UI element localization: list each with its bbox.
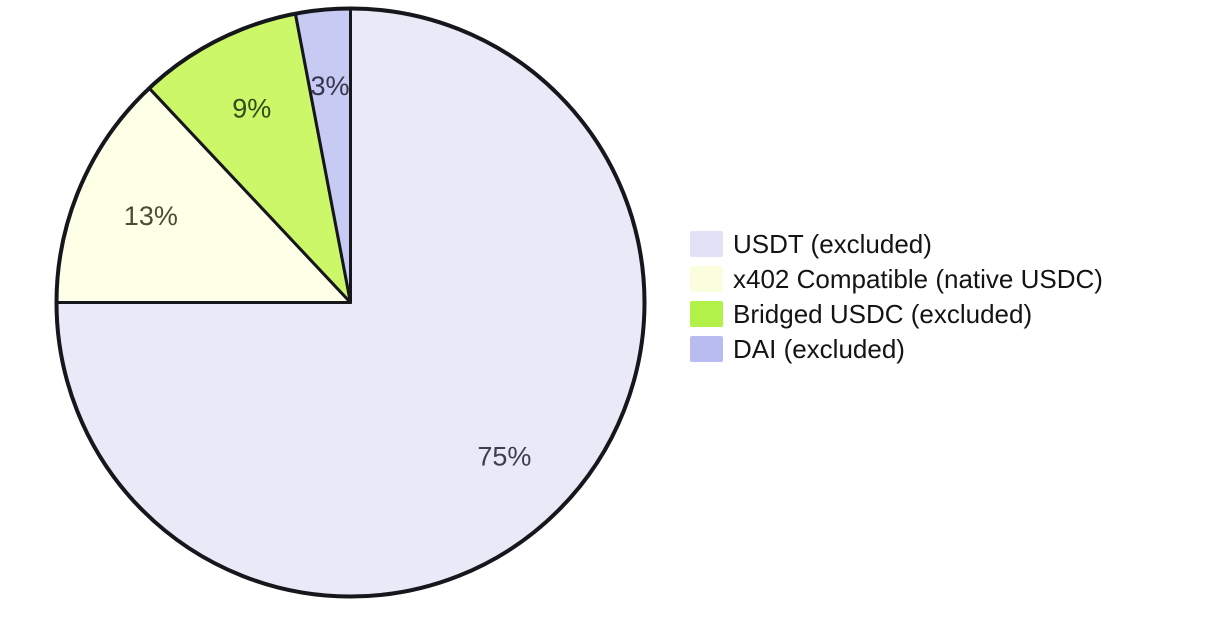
legend-swatch: [690, 301, 723, 327]
pie-percent-label: 75%: [477, 441, 531, 471]
legend-label: DAI (excluded): [733, 334, 905, 364]
legend-swatch: [690, 336, 723, 362]
pie-outline: [54, 6, 647, 599]
chart-legend: USDT (excluded) x402 Compatible (native …: [690, 231, 1103, 371]
legend-label: Bridged USDC (excluded): [733, 299, 1033, 329]
legend-item-usdt: USDT (excluded): [690, 231, 1103, 257]
pie-percent-label: 13%: [124, 201, 178, 231]
legend-label: x402 Compatible (native USDC): [733, 264, 1103, 294]
legend-swatch: [690, 231, 723, 257]
legend-swatch: [690, 266, 723, 292]
legend-item-bridged-usdc: Bridged USDC (excluded): [690, 301, 1103, 327]
pie-percent-label: 9%: [232, 94, 271, 124]
legend-item-x402: x402 Compatible (native USDC): [690, 266, 1103, 292]
pie-percent-label: 3%: [311, 71, 350, 101]
legend-label: USDT (excluded): [733, 229, 932, 259]
legend-item-dai: DAI (excluded): [690, 336, 1103, 362]
